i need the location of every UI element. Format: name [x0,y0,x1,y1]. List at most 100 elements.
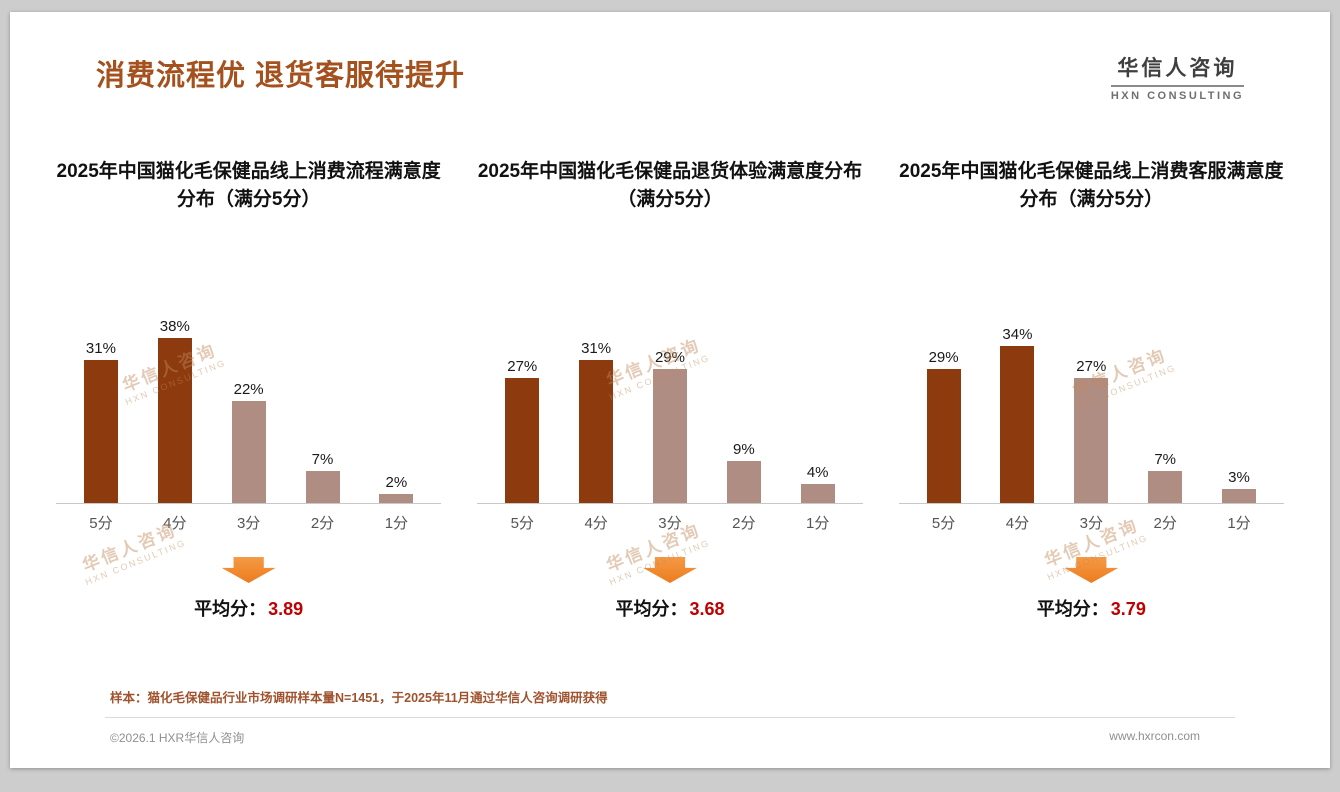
bar-value-label: 9% [732,441,755,458]
bar-value-label: 31% [581,340,612,357]
bar [1222,489,1257,503]
page-title: 消费流程优 退货客服待提升 [96,60,466,92]
bar-group: 22% [212,318,286,503]
axis-tick-label: 4分 [1005,515,1030,532]
chart-consumption-process: 2025年中国猫化毛保健品线上消费流程满意度分布（满分5分） 31% 38% 22%… [38,158,459,621]
chart-return-experience: 2025年中国猫化毛保健品退货体验满意度分布（满分5分） 27% 31% 29% 9%… [459,158,880,621]
bar-value-label: 29% [654,349,685,366]
chart-title: 2025年中国猫化毛保健品线上消费客服满意度分布（满分5分） [899,161,1284,210]
sample-footnote: 样本：猫化毛保健品行业市场调研样本量N=1451，于2025年11月通过华信人咨… [110,691,608,705]
average-line: 平均分： 3.79 [881,595,1302,621]
bar-value-label: 22% [233,381,264,398]
bar-group: 7% [286,318,360,503]
footer-divider [105,717,1235,718]
bar-group: 27% [1054,318,1128,503]
axis-tick-label: 4分 [584,515,608,532]
axis-categories: 5分 4分 3分 2分 1分 [907,512,1276,533]
copyright-text: ©2026.1 HXR华信人咨询 [110,731,245,745]
axis-tick-label: 1分 [806,515,830,532]
bar-value-label: 27% [1076,358,1107,375]
bar [800,484,835,503]
bar-group: 31% [559,318,633,503]
bars: 31% 38% 22% 7% 2% [64,318,433,503]
bar-value-label: 29% [928,349,959,366]
average-value: 3.89 [268,599,304,619]
average-label: 平均分： [615,599,688,619]
chart-customer-service: 2025年中国猫化毛保健品线上消费客服满意度分布（满分5分） 29% 34% 27%… [881,158,1302,621]
bars: 27% 31% 29% 9% 4% [485,318,854,503]
bar [305,471,340,503]
axis-line [898,503,1284,504]
axis-tick-label: 2分 [1153,515,1177,532]
bar-value-label: 3% [1228,469,1250,486]
bars: 29% 34% 27% 7% 3% [907,318,1276,503]
arrow-wrap [38,557,459,583]
average-line: 平均分： 3.89 [38,595,459,621]
bar [1074,378,1109,503]
axis-tick-label: 4分 [163,515,187,532]
bar-group: 34% [981,318,1055,503]
axis-tick-label: 1分 [1227,515,1251,532]
bar-group: 29% [907,318,981,503]
axis-tick-label: 1分 [384,515,409,532]
slide: 消费流程优 退货客服待提升 华信人咨询 HXN CONSULTING 2025年… [10,12,1330,768]
bar-group: 27% [485,318,559,503]
average-label: 平均分： [194,599,267,619]
axis-categories: 5分 4分 3分 2分 1分 [64,512,433,533]
company-logo: 华信人咨询 HXN CONSULTING [1110,52,1244,102]
bar [726,461,761,503]
bar [926,369,961,503]
axis-line [56,503,442,504]
charts-row: 2025年中国猫化毛保健品线上消费流程满意度分布（满分5分） 31% 38% 22%… [10,158,1330,621]
axis-tick-label: 5分 [89,515,113,532]
chart-title: 2025年中国猫化毛保健品线上消费流程满意度分布（满分5分） [56,161,441,210]
axis-categories: 5分 4分 3分 2分 1分 [485,512,854,533]
bar-group: 38% [138,318,212,503]
bar-value-label: 31% [85,340,116,357]
average-line: 平均分： 3.68 [459,595,880,621]
bar-value-label: 27% [507,358,538,375]
bar [505,378,540,503]
axis-tick-label: 3分 [236,515,261,532]
bar-value-label: 7% [1154,451,1176,468]
bar-group: 29% [633,318,707,503]
axis-tick-label: 2分 [310,515,335,532]
bar [1148,471,1183,503]
bar-value-label: 38% [159,318,190,335]
bar-value-label: 4% [806,464,829,481]
bar-group: 3% [1202,318,1276,503]
arrow-wrap [459,557,880,583]
bar [379,494,414,503]
bar-value-label: 7% [311,451,334,468]
average-value: 3.68 [689,599,725,619]
bar [1000,346,1035,503]
axis-line [477,503,863,504]
bar-group: 9% [707,318,781,503]
bar [231,401,266,503]
arrow-wrap [881,557,1302,583]
bar-group: 2% [359,318,433,503]
axis-tick-label: 5分 [931,515,956,532]
bar [652,369,687,503]
down-arrow-icon [221,557,276,583]
average-label: 平均分： [1036,599,1109,619]
header: 消费流程优 退货客服待提升 华信人咨询 HXN CONSULTING [10,12,1330,102]
bar [579,360,614,503]
logo-chinese-text: 华信人咨询 [1110,52,1244,87]
bar-group: 31% [64,318,138,503]
bar-group: 7% [1128,318,1202,503]
bar [157,338,192,503]
average-value: 3.79 [1110,599,1146,619]
down-arrow-icon [642,557,697,583]
footer-row: ©2026.1 HXR华信人咨询 www.hxrcon.com [110,729,1200,746]
logo-english-text: HXN CONSULTING [1110,90,1244,102]
axis-tick-label: 3分 [658,515,682,532]
bar [83,360,118,503]
bar-value-label: 2% [385,474,408,491]
bar-value-label: 34% [1002,326,1033,343]
axis-tick-label: 3分 [1079,515,1103,532]
down-arrow-icon [1064,557,1119,583]
bar-group: 4% [781,318,855,503]
website-text: www.hxrcon.com [1109,729,1200,743]
axis-tick-label: 5分 [510,515,534,532]
